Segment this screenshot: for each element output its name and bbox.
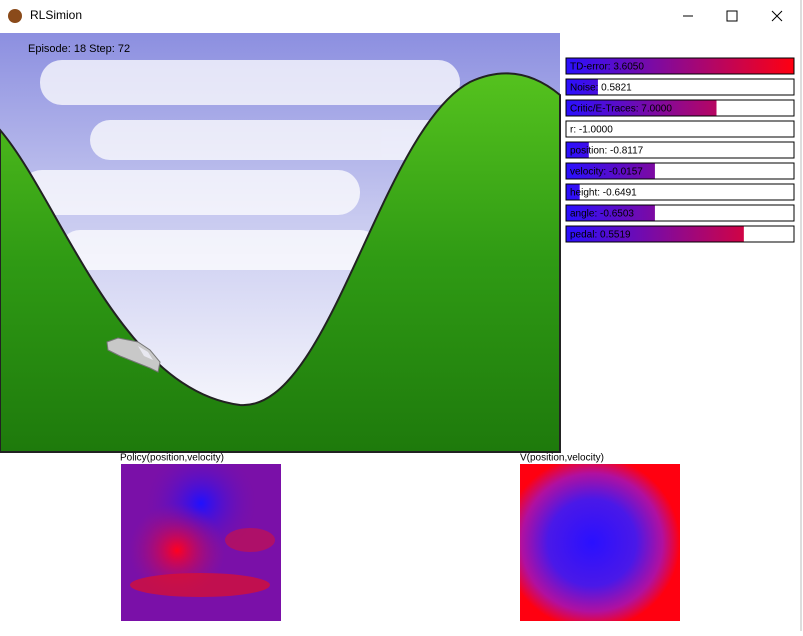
stat-label: velocity: -0.0157 <box>570 167 643 178</box>
plot-title: Policy(position,velocity) <box>120 453 224 464</box>
stat-label: Critic/E-Traces: 7.0000 <box>570 104 672 115</box>
stat-label: TD-error: 3.6050 <box>570 62 644 73</box>
episode-text: Episode: 18 Step: 72 <box>28 43 130 55</box>
stat-bar-frame <box>565 183 795 201</box>
stat-bar-frame <box>565 225 795 243</box>
stat-bar-frame <box>565 162 795 180</box>
plot-title: V(position,velocity) <box>520 453 604 464</box>
close-button[interactable] <box>771 10 783 22</box>
title-bar <box>0 0 803 32</box>
game-view: Episode: 18 Step: 72 <box>0 33 561 453</box>
window-title: RLSimion <box>30 8 82 22</box>
stat-bar-frame <box>565 120 795 138</box>
stat-bar-fill <box>566 58 794 74</box>
stat-bar-frame <box>565 141 795 159</box>
app-icon <box>8 9 22 23</box>
stat-bar-fill <box>566 142 589 158</box>
stat-label: angle: -0.6503 <box>570 209 634 220</box>
stat-bar-frame <box>565 78 795 96</box>
stat-label: Noise: 0.5821 <box>570 83 632 94</box>
value-heatmap <box>520 464 680 621</box>
stat-bar-frame <box>565 99 795 117</box>
stat-bar-fill <box>566 163 655 179</box>
stat-bar-frame <box>565 57 795 75</box>
stat-bar-fill <box>566 184 580 200</box>
stat-label: height: -0.6491 <box>570 188 637 199</box>
maximize-button[interactable] <box>726 10 738 22</box>
stat-bar-fill <box>566 100 717 116</box>
stat-bar-frame <box>565 204 795 222</box>
stat-label: pedal: 0.5519 <box>570 230 631 241</box>
car <box>106 337 161 373</box>
stat-bar-fill <box>566 205 655 221</box>
policy-heatmap <box>121 464 281 621</box>
stat-label: position: -0.8117 <box>570 146 644 157</box>
stats-panel: TD-error: 3.6050 Noise: 0.5821 Critic/E-Tr… <box>565 57 795 243</box>
stat-bar-fill <box>566 79 598 95</box>
stat-label: r: -1.0000 <box>570 125 613 136</box>
stat-bar-fill <box>566 226 744 242</box>
